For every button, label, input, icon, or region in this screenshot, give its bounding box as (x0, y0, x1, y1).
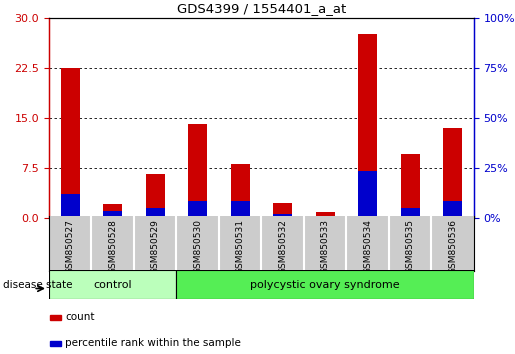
Bar (273, 215, 292, 218)
Bar (358, 171, 377, 218)
Text: disease state: disease state (3, 280, 72, 290)
Bar (188, 201, 207, 218)
Bar (316, 212, 335, 218)
Bar (50, 341, 61, 346)
Title: GDS4399 / 1554401_a_at: GDS4399 / 1554401_a_at (177, 2, 346, 15)
Bar (49, 270, 176, 299)
Text: percentile rank within the sample: percentile rank within the sample (65, 338, 241, 348)
Bar (103, 204, 122, 218)
Text: polycystic ovary syndrome: polycystic ovary syndrome (250, 280, 400, 290)
Bar (231, 164, 250, 218)
Bar (401, 208, 420, 218)
Bar (401, 154, 420, 218)
Bar (176, 270, 474, 299)
Bar (103, 211, 122, 218)
Bar (188, 124, 207, 218)
Bar (61, 68, 80, 218)
Bar (50, 315, 61, 320)
Bar (443, 201, 462, 218)
Bar (231, 201, 250, 218)
Bar (146, 175, 165, 218)
Bar (358, 34, 377, 218)
Bar (316, 216, 335, 218)
Bar (61, 194, 80, 218)
Text: count: count (65, 312, 95, 322)
Bar (146, 208, 165, 218)
Bar (273, 203, 292, 218)
Bar (443, 128, 462, 218)
Text: control: control (93, 280, 132, 290)
